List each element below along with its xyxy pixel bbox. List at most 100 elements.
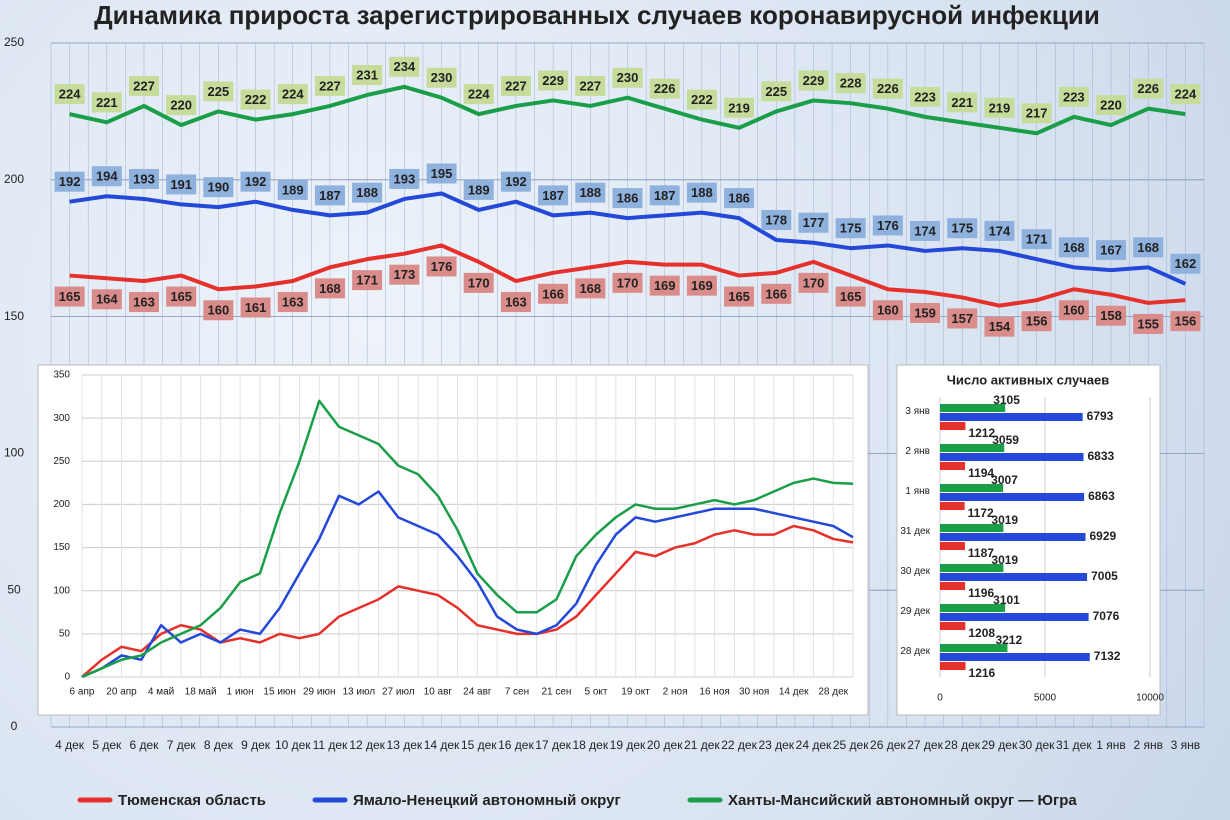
label-box bbox=[612, 188, 643, 209]
y-tick-label: 50 bbox=[59, 628, 71, 639]
bar bbox=[940, 484, 1004, 492]
data-label: 192 bbox=[245, 174, 267, 189]
data-label: 227 bbox=[133, 78, 155, 93]
data-label: 169 bbox=[691, 278, 713, 293]
data-label: 165 bbox=[59, 289, 81, 304]
data-label: 187 bbox=[542, 188, 564, 203]
y-tick-label: 250 bbox=[53, 456, 70, 467]
label-box bbox=[1170, 84, 1201, 105]
x-tick-label: 16 дек bbox=[498, 738, 534, 752]
label-box bbox=[277, 292, 308, 313]
data-label: 192 bbox=[59, 174, 81, 189]
label-box bbox=[538, 70, 569, 91]
x-tick-label: 4 май bbox=[148, 687, 174, 698]
x-tick-label: 7 сен bbox=[505, 687, 529, 698]
y-tick-label: 1 янв bbox=[905, 486, 930, 497]
data-label: 7076 bbox=[1093, 609, 1120, 623]
y-tick-label: 2 янв bbox=[905, 446, 930, 457]
x-tick-label: 19 дек bbox=[609, 738, 646, 752]
label-box bbox=[240, 171, 271, 192]
bar bbox=[940, 542, 965, 550]
x-tick-label: 26 дек bbox=[870, 738, 906, 752]
bar bbox=[940, 564, 1004, 572]
label-box bbox=[389, 264, 420, 285]
label-box bbox=[947, 218, 978, 239]
y-tick-label: 0 bbox=[11, 719, 18, 733]
bar bbox=[940, 493, 1085, 501]
bar bbox=[940, 453, 1084, 461]
data-label: 229 bbox=[803, 73, 825, 88]
x-tick-label: 25 дек bbox=[832, 738, 869, 752]
x-tick-label: 1 янв bbox=[1096, 738, 1126, 752]
legend-label: Тюменская область bbox=[118, 792, 266, 809]
y-tick-label: 250 bbox=[4, 35, 24, 49]
data-label: 186 bbox=[728, 191, 750, 206]
data-label: 163 bbox=[133, 294, 155, 309]
x-tick-label: 5 окт bbox=[585, 687, 608, 698]
data-label: 3212 bbox=[995, 633, 1022, 647]
label-box bbox=[724, 188, 755, 209]
data-label: 165 bbox=[170, 289, 192, 304]
label-box bbox=[500, 75, 531, 96]
label-box bbox=[314, 75, 345, 96]
data-label: 1216 bbox=[969, 666, 996, 680]
label-box bbox=[575, 75, 606, 96]
bar bbox=[940, 462, 966, 470]
data-label: 170 bbox=[617, 275, 639, 290]
label-box bbox=[240, 297, 271, 318]
data-label: 174 bbox=[989, 223, 1011, 238]
x-tick-label: 1 июн bbox=[227, 687, 254, 698]
label-box bbox=[798, 70, 829, 91]
label-box bbox=[1058, 237, 1089, 258]
x-tick-label: 30 ноя bbox=[739, 687, 769, 698]
x-tick-label: 13 дек bbox=[386, 738, 423, 752]
label-box bbox=[500, 171, 531, 192]
label-box bbox=[1058, 300, 1089, 321]
x-tick-label: 15 июн bbox=[263, 687, 296, 698]
data-label: 225 bbox=[208, 84, 230, 99]
y-tick-label: 30 дек bbox=[900, 566, 930, 577]
data-label: 231 bbox=[356, 67, 378, 82]
x-tick-label: 21 дек bbox=[684, 738, 720, 752]
data-label: 188 bbox=[691, 185, 713, 200]
data-label: 227 bbox=[505, 78, 527, 93]
bar bbox=[940, 502, 965, 510]
data-label: 188 bbox=[356, 185, 378, 200]
data-label: 226 bbox=[654, 81, 676, 96]
x-tick-label: 29 дек bbox=[981, 738, 1018, 752]
data-label: 1196 bbox=[968, 586, 994, 600]
data-label: 191 bbox=[170, 177, 192, 192]
data-label: 193 bbox=[133, 171, 155, 186]
label-box bbox=[947, 308, 978, 329]
data-label: 230 bbox=[617, 70, 639, 85]
label-box bbox=[54, 84, 85, 105]
data-label: 170 bbox=[803, 275, 825, 290]
label-box bbox=[91, 289, 122, 310]
x-tick-label: 16 ноя bbox=[699, 687, 729, 698]
data-label: 1208 bbox=[968, 626, 995, 640]
x-tick-label: 31 дек bbox=[1056, 738, 1092, 752]
data-label: 1172 bbox=[968, 506, 994, 520]
x-tick-label: 29 июн bbox=[303, 687, 336, 698]
data-label: 188 bbox=[579, 185, 601, 200]
data-label: 156 bbox=[1175, 314, 1197, 329]
x-tick-label: 6 дек bbox=[129, 738, 159, 752]
series-line bbox=[81, 490, 854, 679]
bar bbox=[940, 653, 1090, 661]
data-label: 168 bbox=[1063, 240, 1085, 255]
label-box bbox=[1058, 86, 1089, 107]
label-box bbox=[240, 89, 271, 110]
label-box bbox=[314, 185, 345, 206]
label-box bbox=[1021, 229, 1052, 250]
label-box bbox=[761, 209, 792, 230]
label-box bbox=[91, 92, 122, 113]
label-box bbox=[910, 302, 941, 323]
label-box bbox=[463, 272, 494, 293]
data-label: 169 bbox=[654, 278, 676, 293]
data-label: 219 bbox=[728, 100, 750, 115]
label-box bbox=[947, 92, 978, 113]
data-label: 177 bbox=[803, 215, 825, 230]
label-box bbox=[1096, 305, 1127, 326]
data-label: 189 bbox=[282, 182, 304, 197]
